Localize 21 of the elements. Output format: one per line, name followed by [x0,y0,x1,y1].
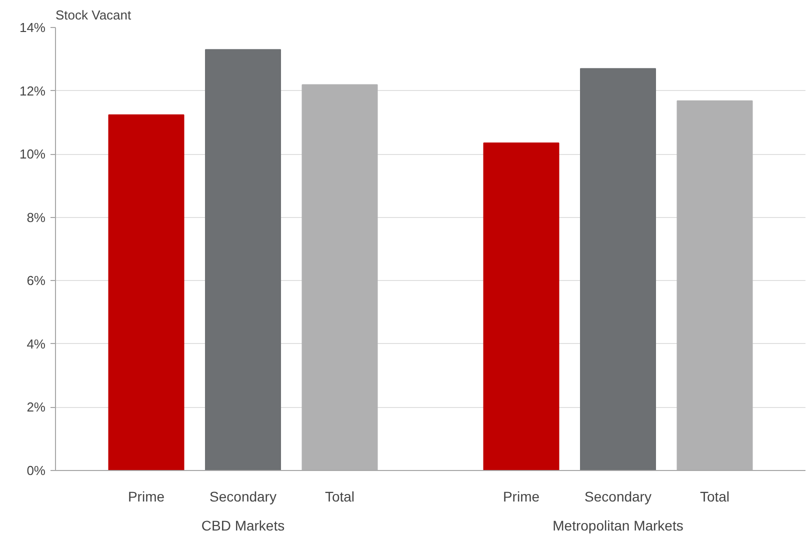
bar [108,114,184,470]
y-tick-label: 2% [26,400,46,415]
y-tick-label: 4% [26,336,46,352]
y-axis-title: Stock Vacant [56,8,132,22]
bar [483,142,560,470]
text: Secondary [584,488,652,504]
y-tick-label: 8% [26,210,46,225]
series-label: Secondary [210,488,276,504]
text: Prime [502,488,540,504]
y-tick-label: 12% [19,83,46,98]
y-tick-label: 14% [19,20,46,35]
x-tick-label: CBD Markets [201,518,285,534]
bar [580,68,656,470]
series-label: Total [324,488,355,504]
text: Total [700,488,730,504]
series-label: Prime [128,488,165,504]
bar [205,49,281,470]
y-tick-label: 10% [19,146,46,162]
x-tick-label: Metropolitan Markets [552,518,684,534]
y-tick-label: 0% [26,463,46,478]
y-tick-label: 6% [26,273,46,288]
